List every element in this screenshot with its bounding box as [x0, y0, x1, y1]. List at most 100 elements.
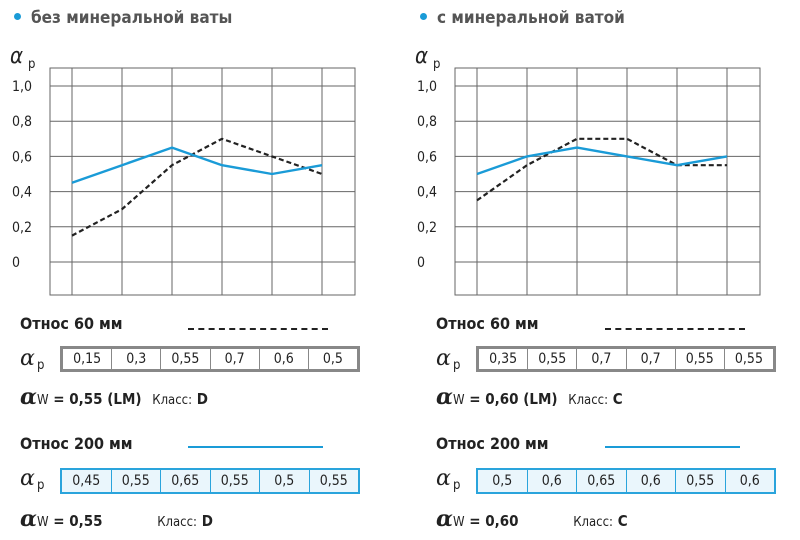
alpha-symbol: α	[20, 506, 37, 532]
alpha-w-line-right-60: αW = 0,60 (LM) Класс: C	[436, 386, 623, 408]
chart-left: 1,00,80,60,40,20αp125250500100020004000H…	[10, 44, 356, 296]
class-label: Класс:	[573, 515, 613, 530]
table-cell: 0,35	[489, 351, 518, 367]
table-cell: 0,7	[576, 349, 625, 369]
y-tick-label: 0,2	[12, 220, 32, 236]
table-cell: 0,55	[308, 470, 359, 492]
table-cell: 0,55	[527, 349, 576, 369]
series-line-solid	[476, 146, 728, 176]
table-cell: 0,55	[675, 470, 725, 492]
plot-frame	[454, 67, 761, 296]
table-cell: 0,55	[160, 349, 209, 369]
series-line-dashed	[476, 137, 727, 202]
y-tick-label: 0,6	[12, 149, 32, 165]
y-axis-symbol: α	[415, 44, 428, 69]
alpha-p-row-left-60: α p 0,15 0,3 0,55 0,7 0,6 0,5	[20, 344, 360, 374]
alpha-subscript-w: W	[452, 515, 465, 530]
values-table: 0,45 0,55 0,65 0,55 0,5 0,55	[60, 468, 360, 494]
alpha-symbol: α	[436, 346, 451, 371]
table-cell: 0,5	[492, 473, 513, 489]
table-cell: 0,5	[259, 470, 309, 492]
panel-title-text: с минеральной ватой	[437, 8, 625, 28]
y-tick-label: 0,8	[12, 114, 32, 130]
panel-title-right: с минеральной ватой	[420, 8, 625, 28]
section-label-60-right: Относ 60 мм	[436, 314, 539, 333]
table-cell: 0,55	[110, 470, 161, 492]
class-label: Класс:	[152, 393, 193, 408]
alpha-symbol: α	[20, 346, 35, 371]
series-line-solid	[71, 146, 323, 184]
y-axis-subscript: p	[28, 57, 35, 72]
section-label-200-right: Относ 200 мм	[436, 434, 549, 453]
class-value: C	[612, 390, 623, 408]
bullet-dot	[14, 12, 21, 20]
alpha-symbol: α	[20, 384, 37, 410]
table-cell: 0,6	[625, 470, 676, 492]
table-cell: 0,55	[674, 349, 724, 369]
table-cell: 0,6	[526, 470, 577, 492]
y-tick-label: 0,8	[417, 114, 437, 130]
alpha-subscript-p: p	[37, 358, 45, 373]
y-tick-label: 0,6	[417, 149, 437, 165]
section-label-200-left: Относ 200 мм	[20, 434, 133, 453]
table-cell: 0,3	[111, 349, 160, 369]
alpha-w-line-right-200: αW = 0,60 Класс: C	[436, 508, 628, 530]
alpha-subscript-p: p	[453, 478, 461, 493]
y-tick-label: 1,0	[417, 79, 437, 95]
alpha-p-row-left-200: α p 0,45 0,55 0,65 0,55 0,5 0,55	[20, 464, 360, 494]
panel-title-text: без минеральной ваты	[31, 8, 233, 28]
table-cell: 0,15	[73, 351, 102, 367]
class-label: Класс:	[568, 393, 609, 408]
legend-dashed-line	[188, 328, 328, 330]
table-cell: 0,55	[209, 470, 260, 492]
bullet-dot	[420, 12, 427, 20]
y-tick-label: 0	[417, 255, 425, 271]
class-value: D	[201, 512, 213, 530]
y-tick-label: 0,4	[12, 185, 32, 201]
values-table: 0,5 0,6 0,65 0,6 0,55 0,6	[476, 468, 776, 494]
y-tick-label: 1,0	[12, 79, 32, 95]
values-table: 0,35 0,55 0,7 0,7 0,55 0,55	[476, 346, 776, 372]
table-cell: 0,6	[724, 470, 775, 492]
legend-solid-line	[605, 446, 740, 448]
section-label-60-left: Относ 60 мм	[20, 314, 123, 333]
panel-title-left: без минеральной ваты	[14, 8, 232, 28]
alpha-w-value: = 0,60 (LM)	[469, 390, 558, 408]
table-cell: 0,65	[576, 470, 626, 492]
alpha-p-row-right-200: α p 0,5 0,6 0,65 0,6 0,55 0,6	[436, 464, 781, 494]
table-cell: 0,45	[72, 473, 101, 489]
class-label: Класс:	[157, 515, 197, 530]
alpha-w-line-left-60: αW = 0,55 (LM) Класс: D	[20, 386, 208, 408]
y-axis-subscript: p	[433, 57, 440, 72]
alpha-w-value: = 0,60	[469, 512, 519, 530]
table-cell: 0,55	[723, 349, 773, 369]
values-table: 0,15 0,3 0,55 0,7 0,6 0,5	[60, 346, 360, 372]
alpha-symbol: α	[20, 466, 35, 491]
chart-right: 1,00,80,60,40,20αp125250500100020004000H…	[415, 44, 761, 296]
alpha-symbol: α	[436, 506, 453, 532]
table-cell: 0,65	[160, 470, 210, 492]
alpha-symbol: α	[436, 466, 451, 491]
alpha-subscript-w: W	[36, 393, 49, 408]
table-cell: 0,6	[258, 349, 308, 369]
alpha-subscript-p: p	[453, 358, 461, 373]
alpha-p-row-right-60: α p 0,35 0,55 0,7 0,7 0,55 0,55	[436, 344, 781, 374]
y-tick-label: 0	[12, 255, 20, 271]
alpha-subscript-p: p	[37, 478, 45, 493]
legend-solid-line	[188, 446, 323, 448]
class-value: C	[617, 512, 628, 530]
table-cell: 0,7	[209, 349, 259, 369]
y-axis-symbol: α	[10, 44, 23, 69]
alpha-symbol: α	[436, 384, 453, 410]
table-cell: 0,5	[307, 349, 357, 369]
alpha-subscript-w: W	[36, 515, 49, 530]
series-line-dashed	[71, 137, 323, 237]
alpha-subscript-w: W	[452, 393, 465, 408]
legend-dashed-line	[605, 328, 745, 330]
y-tick-label: 0,4	[417, 185, 437, 201]
alpha-w-value: = 0,55	[53, 512, 103, 530]
plot-frame	[49, 67, 356, 296]
class-value: D	[196, 390, 208, 408]
table-cell: 0,7	[625, 349, 675, 369]
y-tick-label: 0,2	[417, 220, 437, 236]
